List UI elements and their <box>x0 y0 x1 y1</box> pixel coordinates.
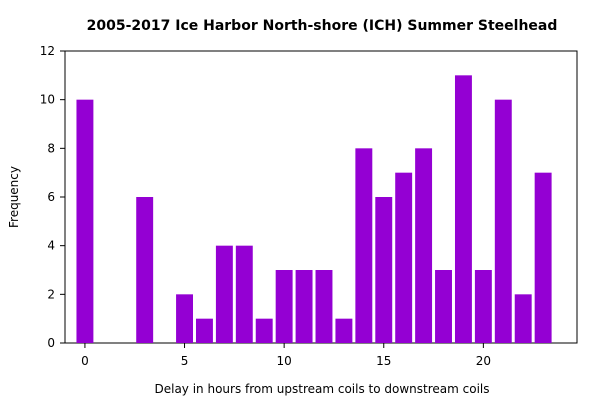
bar-19 <box>454 75 472 343</box>
bar-12 <box>315 270 333 343</box>
y-tick-label: 8 <box>47 141 55 155</box>
bar-20 <box>474 270 492 343</box>
y-tick-label: 4 <box>47 239 55 253</box>
y-tick-label: 12 <box>40 44 55 58</box>
bar-series <box>76 75 552 343</box>
y-tick-label: 0 <box>47 336 55 350</box>
bar-5 <box>176 294 193 343</box>
bar-13 <box>335 318 353 343</box>
chart-title: 2005-2017 Ice Harbor North-shore (ICH) S… <box>87 18 558 34</box>
y-tick-label: 6 <box>47 190 55 204</box>
y-tick-label: 2 <box>47 287 55 301</box>
bar-6 <box>195 318 213 343</box>
bar-22 <box>514 294 532 343</box>
y-tick-label: 10 <box>40 93 55 107</box>
bar-10 <box>275 270 293 343</box>
x-tick-label: 15 <box>376 354 391 368</box>
bar-16 <box>395 172 413 343</box>
bar-0 <box>76 99 94 343</box>
bar-18 <box>435 270 452 343</box>
x-axis: 0 5 10 15 20 <box>81 343 491 368</box>
y-axis-label: Frequency <box>7 166 21 228</box>
bar-15 <box>375 197 393 343</box>
x-tick-label: 20 <box>476 354 491 368</box>
bar-8 <box>235 245 253 343</box>
bar-14 <box>355 148 373 343</box>
bar-11 <box>295 270 313 343</box>
bar-3 <box>136 197 154 343</box>
x-tick-label: 0 <box>81 354 89 368</box>
x-axis-label: Delay in hours from upstream coils to do… <box>154 382 489 396</box>
y-axis: 0 2 4 6 8 10 12 <box>40 44 65 350</box>
x-tick-label: 5 <box>181 354 189 368</box>
bar-17 <box>415 148 433 343</box>
bar-9 <box>255 318 273 343</box>
bar-21 <box>494 99 512 343</box>
bar-23 <box>534 172 552 343</box>
bar-7 <box>215 245 233 343</box>
x-tick-label: 10 <box>277 354 292 368</box>
